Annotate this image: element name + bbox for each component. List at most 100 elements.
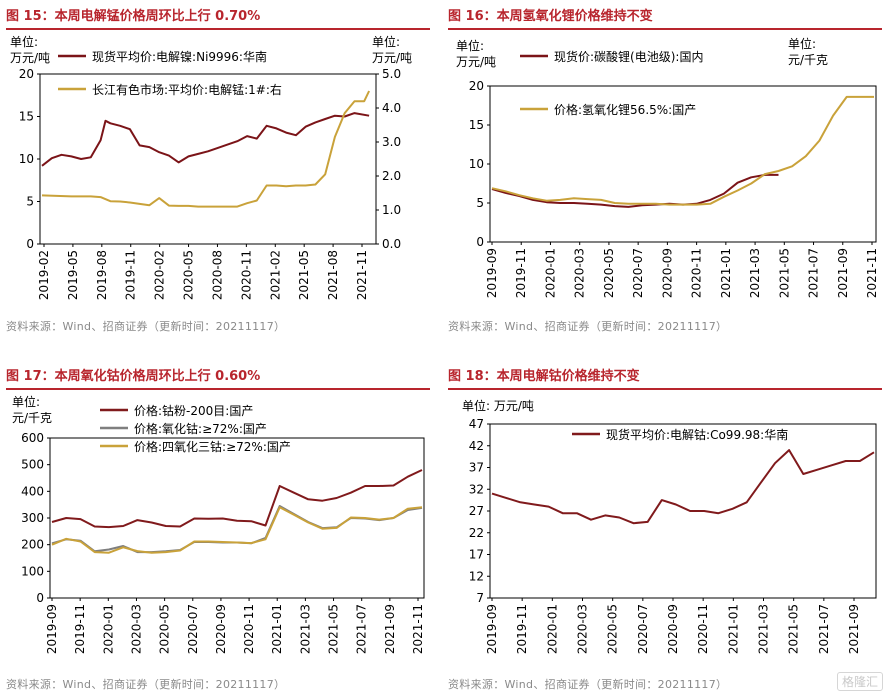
series-line-1 <box>51 505 423 554</box>
title-rule <box>448 28 882 30</box>
x-tick-label: 2021-01 <box>719 248 733 298</box>
x-tick-label: 2021-11 <box>865 248 879 298</box>
y-tick-label: 600 <box>21 431 44 445</box>
y2-tick-label: 5.0 <box>382 67 401 81</box>
plot-area <box>39 73 377 245</box>
x-tick-label: 2021-05 <box>777 248 791 298</box>
title-rule <box>6 388 430 390</box>
y-tick-label: 7 <box>476 591 484 605</box>
x-tick-label: 2020-03 <box>129 604 143 654</box>
y-tick-label: 10 <box>469 157 484 171</box>
legend-label: 价格:氧化钴:≥72%:国产 <box>134 421 267 436</box>
source-note: 资料来源：Wind、招商证券（更新时间：20211117） <box>448 678 728 691</box>
x-tick-label: 2021-09 <box>847 604 861 654</box>
y2-tick-label: 2.0 <box>382 169 401 183</box>
left-unit-label: 单位: 万元/吨 <box>462 399 534 413</box>
y-tick-label: 15 <box>469 118 484 132</box>
y-tick-label: 400 <box>21 484 44 498</box>
x-tick-label: 2020-09 <box>660 248 674 298</box>
right-unit-label: 单位: 元/千克 <box>788 37 829 67</box>
x-tick-label: 2021-08 <box>326 250 340 300</box>
x-tick-label: 2020-08 <box>210 250 224 300</box>
source-note: 资料来源：Wind、招商证券（更新时间：20211117） <box>6 320 286 333</box>
source-note: 资料来源：Wind、招商证券（更新时间：20211117） <box>6 678 286 691</box>
y-tick-label: 22 <box>469 526 484 540</box>
y-tick-label: 300 <box>21 511 44 525</box>
right-unit-label: 单位: 万元/吨 <box>372 35 413 65</box>
y-tick-label: 0 <box>26 237 34 251</box>
y-tick-label: 27 <box>469 504 484 518</box>
y-tick-label: 42 <box>469 439 484 453</box>
y-tick-label: 200 <box>21 538 44 552</box>
chart-fig17: 0 100 200 300 400 500 600 2019-09 2019-11 2020-01… <box>21 403 425 654</box>
x-tick-label: 2020-11 <box>696 604 710 654</box>
y-tick-label: 0 <box>476 235 484 249</box>
y-tick-label: 20 <box>469 79 484 93</box>
y-tick-label: 32 <box>469 482 484 496</box>
x-tick-label: 2020-05 <box>158 604 172 654</box>
legend-label: 价格:四氧化三钴:≥72%:国产 <box>134 439 291 454</box>
x-tick-label: 2020-03 <box>576 604 590 654</box>
chart-fig16: 0 5 10 15 20 2019-09 2019-11 2020-01 2020-03 2020… <box>469 49 879 298</box>
x-tick-label: 2020-05 <box>182 250 196 300</box>
left-unit-label: 单位: 元/千克 <box>12 395 53 425</box>
x-tick-label: 2021-03 <box>757 604 771 654</box>
y-tick-label: 15 <box>19 110 34 124</box>
x-tick-label: 2021-11 <box>355 250 369 300</box>
plot-area <box>489 423 877 599</box>
x-tick-label: 2019-05 <box>66 250 80 300</box>
chart-fig15: 0 5 10 15 20 0.0 1.0 2.0 3.0 4.0 5.0 2019-02 2019-05… <box>19 49 401 300</box>
legend-label: 现货价:碳酸锂(电池级):国内 <box>554 49 703 64</box>
x-tick-label: 2021-05 <box>787 604 801 654</box>
watermark-logo: 格隆汇 <box>836 672 883 691</box>
x-tick-label: 2021-09 <box>836 248 850 298</box>
x-tick-label: 2020-03 <box>573 248 587 298</box>
x-tick-label: 2020-11 <box>239 250 253 300</box>
x-tick-label: 2019-09 <box>485 604 499 654</box>
chart-title: 图 15：本周电解锰价格周环比上行 0.70% <box>6 9 261 24</box>
series-line-0 <box>41 112 370 167</box>
chart-title: 图 18：本周电解钴价格维持不变 <box>448 369 640 384</box>
title-rule <box>448 388 882 390</box>
x-tick-label: 2021-07 <box>355 604 369 654</box>
y-tick-label: 12 <box>469 569 484 583</box>
y-tick-label: 0 <box>36 591 44 605</box>
x-tick-label: 2021-01 <box>726 604 740 654</box>
series-line-2 <box>51 506 423 554</box>
x-tick-label: 2021-11 <box>411 604 425 654</box>
x-tick-label: 2019-11 <box>73 604 87 654</box>
chart-title: 图 17：本周氧化钴价格周环比上行 0.60% <box>6 369 261 384</box>
x-tick-label: 2020-11 <box>242 604 256 654</box>
y2-tick-label: 3.0 <box>382 135 401 149</box>
x-tick-label: 2019-11 <box>124 250 138 300</box>
legend-label: 价格:氢氧化锂56.5%:国产 <box>554 102 696 117</box>
source-note: 资料来源：Wind、招商证券（更新时间：20211117） <box>448 320 728 333</box>
x-tick-label: 2019-11 <box>515 604 529 654</box>
legend-label: 现货平均价:电解镍:Ni9996:华南 <box>92 49 267 64</box>
y-tick-label: 500 <box>21 458 44 472</box>
x-tick-label: 2020-09 <box>666 604 680 654</box>
x-tick-label: 2019-09 <box>45 604 59 654</box>
x-tick-label: 2020-07 <box>186 604 200 654</box>
x-tick-label: 2020-07 <box>631 248 645 298</box>
x-tick-label: 2021-03 <box>748 248 762 298</box>
series-line-0 <box>51 469 423 529</box>
panel-fig17: 图 17：本周氧化钴价格周环比上行 0.60% 单位: 元/千克 0 100 200 3… <box>6 366 430 694</box>
y-tick-label: 100 <box>21 564 44 578</box>
x-tick-label: 2020-07 <box>636 604 650 654</box>
y-tick-label: 20 <box>19 67 34 81</box>
x-tick-label: 2020-01 <box>101 604 115 654</box>
left-unit-label: 单位: 万元/吨 <box>456 39 497 69</box>
x-tick-label: 2021-07 <box>807 248 821 298</box>
x-tick-label: 2021-05 <box>327 604 341 654</box>
x-tick-label: 2019-08 <box>95 250 109 300</box>
x-tick-label: 2020-01 <box>545 604 559 654</box>
x-tick-label: 2021-02 <box>268 250 282 300</box>
panel-fig15: 图 15：本周电解锰价格周环比上行 0.70% 单位: 万元/吨 单位: 万元/吨 … <box>6 6 430 342</box>
chart-fig18: 7 12 17 22 27 32 37 42 47 2019-09 2019-11 2020-01 20… <box>469 417 877 654</box>
x-tick-label: 2021-07 <box>817 604 831 654</box>
y-tick-label: 5 <box>476 196 484 210</box>
series-line-1 <box>41 90 371 208</box>
y-tick-label: 5 <box>26 195 34 209</box>
panel-fig16: 图 16：本周氢氧化锂价格维持不变 单位: 万元/吨 单位: 元/千克 0 5 10 15… <box>448 6 882 342</box>
